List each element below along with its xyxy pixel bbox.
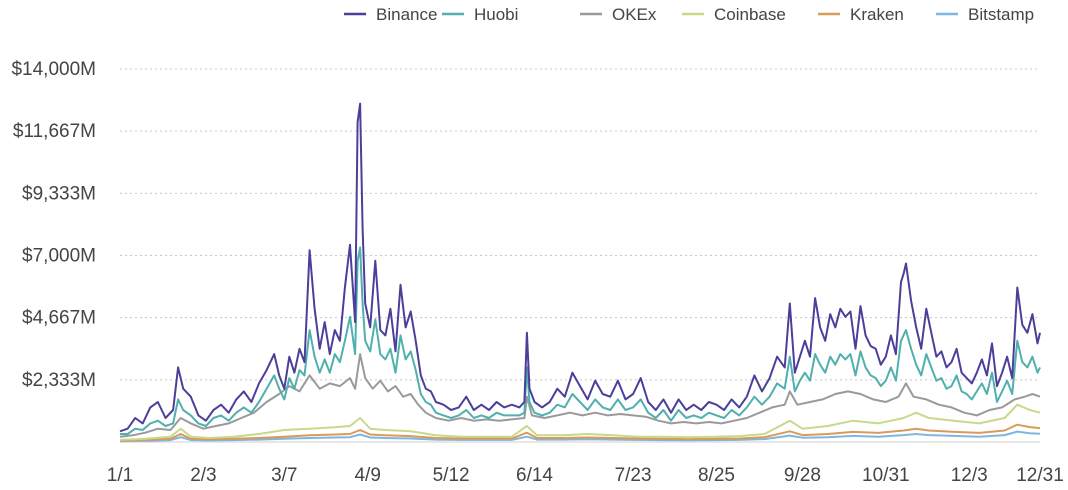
y-tick-label: $14,000M — [11, 59, 96, 80]
x-axis: 1/1 2/3 3/7 4/9 5/12 6/14 7/23 8/25 9/28 10/31 12/… — [107, 441, 1064, 486]
x-tick-label: 4/9 — [354, 465, 380, 486]
y-tick-label: $7,000M — [22, 246, 96, 267]
x-tick-label: 12/3 — [951, 465, 988, 486]
series-line-huobi — [120, 246, 1041, 435]
series-line-kraken — [119, 423, 1041, 442]
x-tick-label: 2/3 — [190, 465, 216, 486]
x-tick-label: 1/1 — [107, 465, 133, 486]
legend: Binance Huobi OKEx Coinbase Kraken Bitstamp — [344, 5, 1034, 24]
y-tick-label: $4,667M — [22, 308, 96, 329]
series-line-bitstamp — [119, 430, 1041, 443]
series-line-binance — [119, 102, 1041, 433]
series-lines — [119, 102, 1041, 443]
x-tick-label: 12/31 — [1016, 465, 1064, 486]
x-tick-label: 3/7 — [271, 465, 297, 486]
y-tick-label: $11,667M — [13, 121, 96, 142]
series-line-coinbase — [119, 403, 1041, 441]
legend-label-coinbase: Coinbase — [714, 5, 786, 24]
legend-label-okex: OKEx — [612, 5, 657, 24]
legend-label-huobi: Huobi — [474, 5, 518, 24]
y-tick-label: $2,333M — [22, 370, 96, 391]
x-tick-label: 10/31 — [862, 465, 910, 486]
legend-label-binance: Binance — [376, 5, 437, 24]
x-tick-label: 5/12 — [433, 465, 470, 486]
y-axis: $2,333M $4,667M $7,000M $9,333M $11,667M $14,… — [11, 59, 96, 391]
x-tick-label: 8/25 — [698, 465, 735, 486]
gridlines — [120, 68, 1040, 381]
y-tick-label: $9,333M — [22, 183, 96, 204]
legend-label-bitstamp: Bitstamp — [968, 5, 1034, 24]
series-line-okex — [119, 353, 1041, 438]
legend-label-kraken: Kraken — [850, 5, 904, 24]
x-tick-label: 6/14 — [516, 465, 553, 486]
x-tick-label: 9/28 — [784, 465, 821, 486]
x-tick-label: 7/23 — [615, 465, 652, 486]
